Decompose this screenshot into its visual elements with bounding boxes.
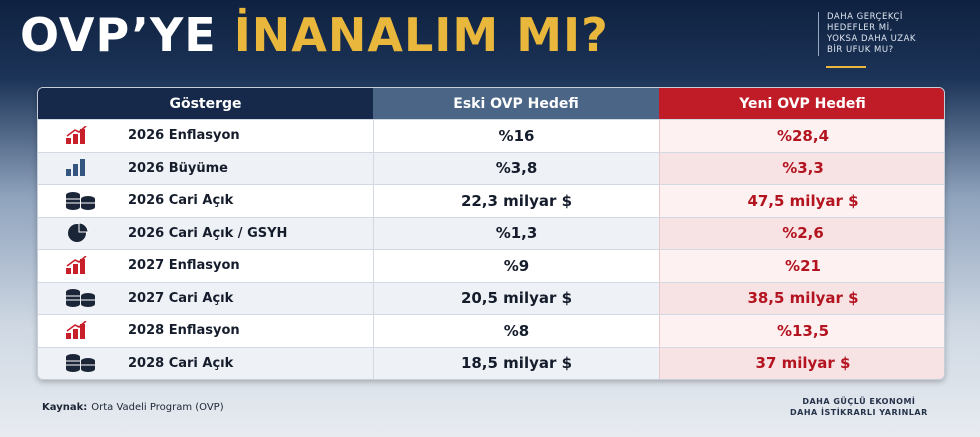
cell-text: %28,4 [776, 126, 830, 145]
table-cell: %8 [373, 314, 659, 347]
cell-text: 2026 Cari Açık / GSYH [128, 225, 288, 241]
cell-text: 20,5 milyar $ [460, 289, 573, 308]
table-row: 2026 Enflasyon %16 %28,4 [38, 119, 944, 152]
cell-text: %21 [785, 256, 821, 275]
table-cell: %13,5 [659, 314, 944, 347]
slogan: DAHA GÜÇLÜ EKONOMİ DAHA İSTİKRARLI YARIN… [790, 396, 928, 418]
column-header: Yeni OVP Hedefi [659, 88, 944, 119]
table-cell: 2028 Enflasyon [38, 314, 373, 347]
cell-text: 47,5 milyar $ [747, 191, 859, 210]
table-row: 2026 Cari Açık / GSYH %1,3 %2,6 [38, 216, 944, 249]
table-cell: 2026 Büyüme [38, 151, 373, 184]
cell-text: 18,5 milyar $ [460, 354, 573, 373]
title-part1: OVP’YE [20, 8, 217, 62]
row-icon [68, 223, 89, 243]
cell-text: %3,3 [782, 159, 824, 178]
table-cell: 47,5 milyar $ [659, 184, 944, 217]
cell-text: %9 [503, 256, 530, 275]
tagline-line: BİR UFUK MU? [827, 45, 894, 55]
cell-text: %8 [503, 321, 530, 340]
slogan-line: DAHA GÜÇLÜ EKONOMİ [802, 397, 916, 406]
cell-text: %3,8 [495, 159, 538, 178]
title-part2: İNANALIM MI? [233, 8, 609, 62]
cell-text: 2026 Cari Açık [128, 193, 234, 209]
table-cell: 38,5 milyar $ [659, 281, 944, 314]
title: OVP’YE İNANALIM MI? [20, 8, 609, 62]
cell-text: 2028 Enflasyon [128, 323, 240, 339]
cell-text: %1,3 [495, 224, 538, 243]
table-cell: %1,3 [373, 216, 659, 249]
source-text: Orta Vadeli Program (OVP) [91, 402, 224, 413]
cell-text: %16 [498, 126, 535, 145]
table-cell: %9 [373, 249, 659, 282]
table-cell: %3,8 [373, 151, 659, 184]
cell-text: %13,5 [776, 321, 830, 340]
table-cell: 2026 Cari Açık / GSYH [38, 216, 373, 249]
table-cell: 2027 Cari Açık [38, 281, 373, 314]
cell-text: 2027 Cari Açık [128, 290, 234, 306]
table-cell: 37 milyar $ [659, 346, 944, 379]
source-label: Kaynak: [42, 402, 88, 413]
cell-text: 22,3 milyar $ [460, 191, 573, 210]
table-cell: %3,3 [659, 151, 944, 184]
cell-text: 2027 Enflasyon [128, 258, 240, 274]
row-icon [66, 191, 95, 210]
row-icon [66, 320, 87, 339]
table-header: Gösterge Eski OVP Hedefi Yeni OVP Hedefi [38, 88, 944, 119]
table-cell: %21 [659, 249, 944, 282]
table-cell: 20,5 milyar $ [373, 281, 659, 314]
table-row: 2026 Büyüme %3,8 %3,3 [38, 151, 944, 184]
accent-line [826, 66, 866, 68]
table-cell: 2027 Enflasyon [38, 249, 373, 282]
table-row: 2027 Cari Açık 20,5 milyar $ 38,5 milyar $ [38, 281, 944, 314]
tagline-line: DAHA GERÇEKÇİ [827, 12, 903, 22]
table-cell: 2028 Cari Açık [38, 346, 373, 379]
cell-text: 37 milyar $ [755, 354, 851, 373]
table-cell: 18,5 milyar $ [373, 346, 659, 379]
row-icon [66, 125, 87, 144]
cell-text: %2,6 [782, 224, 824, 243]
tagline: DAHA GERÇEKÇİ HEDEFLER Mİ, YOKSA DAHA UZ… [818, 12, 916, 56]
table-row: 2027 Enflasyon %9 %21 [38, 249, 944, 282]
table-row: 2026 Cari Açık 22,3 milyar $ 47,5 milyar $ [38, 184, 944, 217]
source: Kaynak: Orta Vadeli Program (OVP) [42, 402, 224, 413]
row-icon [66, 159, 85, 177]
cell-text: 38,5 milyar $ [747, 289, 859, 308]
slogan-line: DAHA İSTİKRARLI YARINLAR [790, 408, 928, 417]
column-header: Gösterge [38, 88, 373, 119]
cell-text: 2026 Enflasyon [128, 128, 240, 144]
table-cell: 2026 Enflasyon [38, 119, 373, 152]
row-icon [66, 354, 95, 373]
table: Gösterge Eski OVP Hedefi Yeni OVP Hedefi… [37, 87, 945, 380]
column-header: Eski OVP Hedefi [373, 88, 659, 119]
row-icon [66, 289, 95, 308]
table-cell: 2026 Cari Açık [38, 184, 373, 217]
tagline-line: YOKSA DAHA UZAK [827, 34, 916, 44]
cell-text: 2028 Cari Açık [128, 355, 234, 371]
table-cell: %16 [373, 119, 659, 152]
table-cell: %28,4 [659, 119, 944, 152]
table-row: 2028 Enflasyon %8 %13,5 [38, 314, 944, 347]
table-row: 2028 Cari Açık 18,5 milyar $ 37 milyar $ [38, 346, 944, 379]
tagline-line: HEDEFLER Mİ, [827, 23, 893, 33]
cell-text: 2026 Büyüme [128, 160, 228, 176]
table-cell: 22,3 milyar $ [373, 184, 659, 217]
row-icon [66, 255, 87, 274]
table-cell: %2,6 [659, 216, 944, 249]
